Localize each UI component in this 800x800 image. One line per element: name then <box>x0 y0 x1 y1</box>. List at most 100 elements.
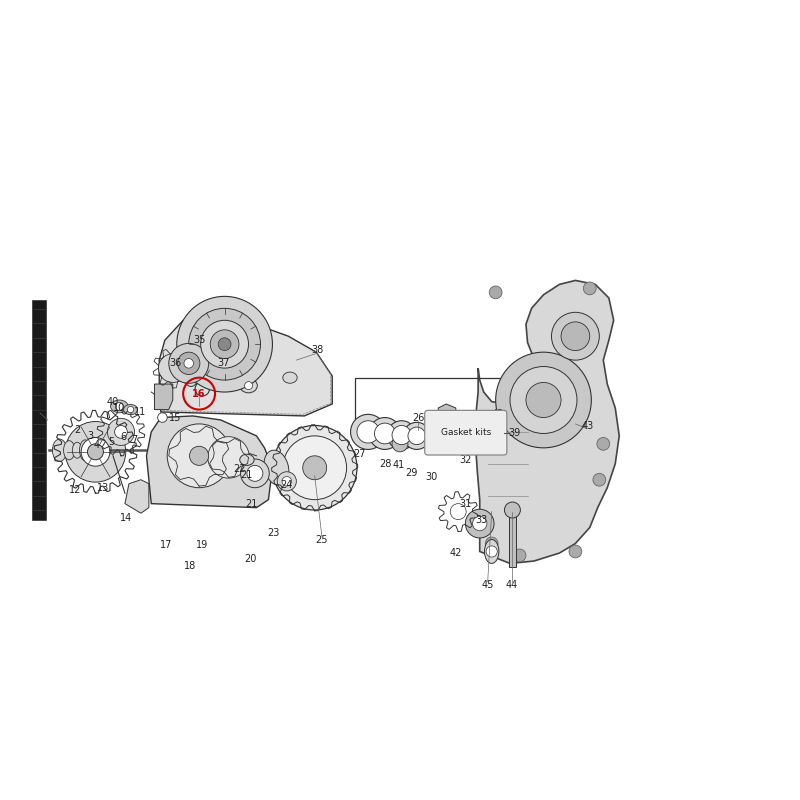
Polygon shape <box>159 312 332 416</box>
Circle shape <box>218 338 231 350</box>
Circle shape <box>387 421 416 450</box>
Text: 25: 25 <box>316 534 328 545</box>
Polygon shape <box>450 416 474 442</box>
Circle shape <box>87 444 103 460</box>
Circle shape <box>514 549 526 562</box>
Circle shape <box>247 466 263 482</box>
Circle shape <box>115 402 123 410</box>
Text: 17: 17 <box>160 540 173 550</box>
Text: 7: 7 <box>131 435 138 445</box>
Circle shape <box>374 423 395 444</box>
Circle shape <box>510 366 577 434</box>
Text: 1: 1 <box>37 405 42 414</box>
Circle shape <box>350 414 386 450</box>
Circle shape <box>158 354 187 382</box>
Ellipse shape <box>485 539 499 563</box>
Text: 43: 43 <box>582 421 594 430</box>
Circle shape <box>190 446 209 466</box>
Text: 6: 6 <box>120 433 126 442</box>
Text: 24: 24 <box>281 480 293 490</box>
Circle shape <box>392 436 408 452</box>
Text: 27: 27 <box>353 450 366 459</box>
Circle shape <box>593 474 606 486</box>
Text: 19: 19 <box>196 540 209 550</box>
Circle shape <box>551 312 599 360</box>
Circle shape <box>65 422 126 482</box>
Circle shape <box>490 286 502 298</box>
Circle shape <box>241 459 270 488</box>
Text: 32: 32 <box>459 454 471 465</box>
Circle shape <box>178 352 200 374</box>
Circle shape <box>177 296 273 392</box>
Ellipse shape <box>184 366 198 386</box>
Ellipse shape <box>63 441 74 460</box>
Bar <box>510 510 515 567</box>
Circle shape <box>597 438 610 450</box>
Ellipse shape <box>283 372 297 383</box>
Ellipse shape <box>110 400 128 413</box>
Text: 18: 18 <box>184 561 197 571</box>
Circle shape <box>114 426 127 438</box>
Circle shape <box>466 510 494 538</box>
Polygon shape <box>438 404 456 438</box>
Circle shape <box>283 436 346 500</box>
Circle shape <box>526 382 561 418</box>
Circle shape <box>450 424 466 440</box>
Circle shape <box>486 546 498 557</box>
Text: 23: 23 <box>267 528 279 538</box>
Text: 16: 16 <box>192 389 206 398</box>
Text: 39: 39 <box>508 428 520 438</box>
Ellipse shape <box>72 442 82 458</box>
Ellipse shape <box>240 454 254 466</box>
Circle shape <box>201 320 249 368</box>
Bar <box>32 300 46 519</box>
Text: 37: 37 <box>217 358 230 367</box>
Polygon shape <box>146 416 273 508</box>
Text: 5: 5 <box>108 438 114 447</box>
Circle shape <box>569 545 582 558</box>
Circle shape <box>302 456 326 480</box>
Circle shape <box>189 308 261 380</box>
Polygon shape <box>125 480 149 514</box>
Text: 10: 10 <box>114 403 126 413</box>
Text: 31: 31 <box>459 498 471 509</box>
Text: 15: 15 <box>169 413 182 422</box>
Text: 41: 41 <box>392 460 405 470</box>
Circle shape <box>496 352 591 448</box>
Text: 13: 13 <box>98 482 110 493</box>
Text: 20: 20 <box>245 554 257 565</box>
Circle shape <box>450 504 466 519</box>
Text: 45: 45 <box>482 580 494 590</box>
Text: 38: 38 <box>312 345 324 354</box>
Text: 12: 12 <box>70 485 82 495</box>
Text: 33: 33 <box>475 514 487 525</box>
Circle shape <box>357 421 379 443</box>
Text: 36: 36 <box>169 358 182 367</box>
Circle shape <box>158 413 167 422</box>
Text: Gasket kits: Gasket kits <box>441 428 491 437</box>
Text: 26: 26 <box>412 413 425 422</box>
Circle shape <box>184 358 194 368</box>
FancyBboxPatch shape <box>425 410 507 455</box>
Circle shape <box>273 426 357 510</box>
Circle shape <box>127 406 134 413</box>
Polygon shape <box>476 281 619 563</box>
Text: 21: 21 <box>241 470 253 480</box>
Circle shape <box>369 418 401 450</box>
Circle shape <box>408 427 426 445</box>
Circle shape <box>186 371 196 381</box>
Text: 40: 40 <box>107 397 119 406</box>
Ellipse shape <box>90 443 98 458</box>
Polygon shape <box>154 384 173 410</box>
Text: 42: 42 <box>450 548 462 558</box>
Circle shape <box>208 437 250 478</box>
Circle shape <box>486 537 498 550</box>
Circle shape <box>505 502 520 518</box>
Circle shape <box>392 426 411 445</box>
Circle shape <box>473 516 487 530</box>
Circle shape <box>282 477 291 486</box>
Ellipse shape <box>123 405 138 414</box>
Circle shape <box>107 418 134 446</box>
Text: 22: 22 <box>234 464 246 474</box>
Bar <box>355 378 503 442</box>
